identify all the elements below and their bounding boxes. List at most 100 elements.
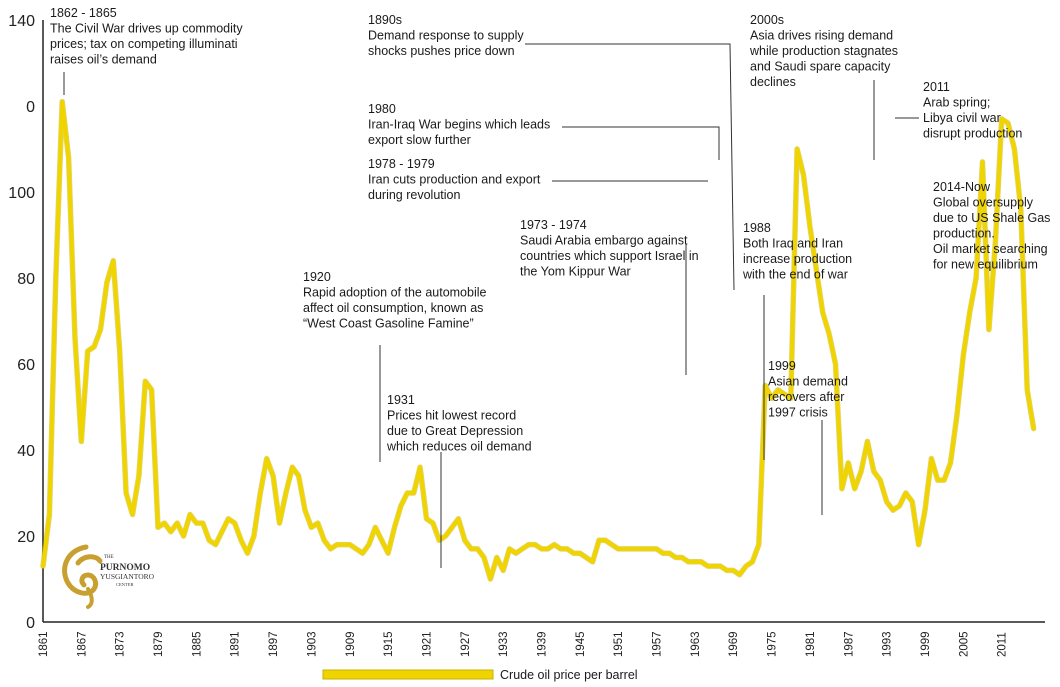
annotation-line: Libya civil war: [923, 111, 1001, 125]
annotation-line: 1999: [768, 359, 796, 373]
annotation-line: 2011: [923, 80, 950, 94]
annotation-line: and Saudi spare capacity: [750, 60, 891, 74]
annotation-line: due to US Shale Gas: [933, 211, 1050, 225]
x-tick-label: 1975: [767, 631, 779, 657]
annotation-civil-war: 1862 - 1865 The Civil War drives up commo…: [50, 6, 243, 67]
annotation-line: Global oversupply: [933, 196, 1034, 210]
annotation-line: Asia drives rising demand: [750, 29, 893, 43]
x-tick-label: 1861: [38, 631, 50, 657]
x-tick-labels: 1861 1867 1873 1879 1885 1891 1897 1903 1909 1915…: [38, 631, 1009, 657]
annotation-1980: 1980 Iran-Iraq War begins which leads expo…: [368, 102, 550, 147]
annotation-line: Arab spring;: [923, 96, 990, 110]
annotation-line: raises oil’s demand: [50, 53, 157, 67]
logo-text-sub: YUSGIANTORO: [100, 572, 155, 581]
annotation-line: Oil market searching: [933, 242, 1048, 256]
y-tick-label: 60: [17, 357, 35, 374]
y-tick-label: 0: [26, 99, 35, 116]
annotation-line: with the end of war: [742, 268, 848, 282]
legend-swatch: [322, 669, 494, 680]
annotation-line: which reduces oil demand: [386, 440, 532, 454]
y-tick-label: 0: [26, 615, 35, 632]
annotation-1973-1974: 1973 - 1974 Saudi Arabia embargo against c…: [520, 218, 699, 279]
annotation-line: while production stagnates: [749, 44, 898, 58]
x-tick-label: 1999: [920, 631, 932, 657]
x-tick-label: 1879: [153, 631, 165, 657]
x-tick-label: 1963: [690, 631, 702, 657]
annotation-line: Iran-Iraq War begins which leads: [368, 118, 550, 132]
x-tick-label: 1945: [575, 631, 587, 657]
annotation-line: 2014-Now: [933, 180, 991, 194]
x-tick-label: 2005: [958, 631, 970, 657]
annotation-line: 1862 - 1865: [50, 6, 117, 20]
logo-text-bottom: CENTER: [116, 582, 134, 587]
annotation-line: during revolution: [368, 188, 460, 202]
annotation-line: declines: [750, 75, 796, 89]
annotation-1999: 1999 Asian demand recovers after 1997 crisi…: [768, 359, 848, 420]
x-tick-label: 1981: [805, 631, 817, 657]
x-tick-label: 1957: [652, 631, 664, 657]
annotation-line: the Yom Kippur War: [520, 265, 631, 279]
annotation-line: recovers after: [768, 390, 844, 404]
annotation-line: 1931: [387, 393, 415, 407]
annotation-line: disrupt production: [923, 127, 1022, 141]
x-tick-label: 1921: [421, 631, 433, 657]
legend: Crude oil price per barrel: [322, 668, 638, 682]
annotation-line: Demand response to supply: [368, 29, 524, 43]
annotation-leaders: [63, 43, 919, 568]
annotation-line: Iran cuts production and export: [368, 173, 541, 187]
annotation-line: increase production: [743, 252, 852, 266]
logo-text-top: THE: [104, 555, 114, 560]
leader-1980: [562, 126, 720, 160]
annotation-line: 1988: [743, 221, 771, 235]
annotation-line: Prices hit lowest record: [387, 409, 516, 423]
x-tick-label: 1969: [728, 631, 740, 657]
annotation-line: due to Great Depression: [387, 424, 523, 438]
series-line-crude-oil-price: [41, 99, 1036, 581]
annotation-line: 1973 - 1974: [520, 218, 587, 232]
x-tick-label: 1987: [843, 631, 855, 657]
y-tick-label: 80: [17, 271, 35, 288]
logo-tail-mark: [86, 587, 94, 609]
x-tick-label: 1933: [498, 631, 510, 657]
annotation-line: 1890s: [368, 13, 402, 27]
x-tick-label: 2011: [997, 632, 1009, 657]
annotation-line: Asian demand: [768, 375, 848, 389]
annotation-line: Rapid adoption of the automobile: [303, 286, 487, 300]
x-tick-label: 1867: [76, 631, 88, 657]
annotation-line: affect oil consumption, known as: [303, 301, 483, 315]
annotation-line: 1997 crisis: [768, 406, 828, 420]
annotation-line: The Civil War drives up commodity: [50, 22, 243, 36]
y-tick-label: 20: [17, 529, 35, 546]
annotation-1920: 1920 Rapid adoption of the automobile affe…: [303, 270, 487, 331]
annotation-line: shocks pushes price down: [368, 44, 515, 58]
annotation-line: Both Iraq and Iran: [743, 237, 843, 251]
annotation-2011: 2011 Arab spring; Libya civil war disrupt p…: [923, 80, 1022, 141]
x-tick-label: 1897: [268, 631, 280, 657]
annotation-1978-1979: 1978 - 1979 Iran cuts production and expo…: [368, 157, 541, 202]
x-tick-label: 1939: [537, 631, 549, 657]
y-tick-labels: 0 20 40 60 80 100 0 140: [8, 13, 35, 632]
annotation-1890s: 1890s Demand response to supply shocks pus…: [368, 13, 524, 58]
annotation-line: 2000s: [750, 13, 784, 27]
y-tick-label: 140: [8, 13, 35, 30]
x-tick-label: 1993: [882, 631, 894, 657]
annotation-line: “West Coast Gasoline Famine”: [303, 317, 474, 331]
annotation-line: Saudi Arabia embargo against: [520, 234, 688, 248]
annotation-line: 1920: [303, 270, 331, 284]
leader-1890s: [525, 43, 735, 291]
annotation-line: for new equilibrium: [933, 258, 1038, 272]
annotation-line: countries which support Israel in: [520, 249, 699, 263]
x-tick-label: 1915: [383, 631, 395, 657]
annotation-line: prices; tax on competing illuminati: [50, 37, 238, 51]
x-tick-label: 1909: [345, 631, 357, 657]
annotation-1988: 1988 Both Iraq and Iran increase productio…: [742, 221, 852, 282]
annotation-line: 1980: [368, 102, 396, 116]
logo: THE PURNOMO YUSGIANTORO CENTER: [62, 544, 155, 609]
x-tick-label: 1927: [460, 631, 472, 657]
logo-text-main: PURNOMO: [100, 563, 150, 573]
annotation-line: export slow further: [368, 133, 471, 147]
x-tick-label: 1873: [115, 631, 127, 657]
x-tick-label: 1951: [613, 631, 625, 657]
y-tick-label: 40: [17, 443, 35, 460]
